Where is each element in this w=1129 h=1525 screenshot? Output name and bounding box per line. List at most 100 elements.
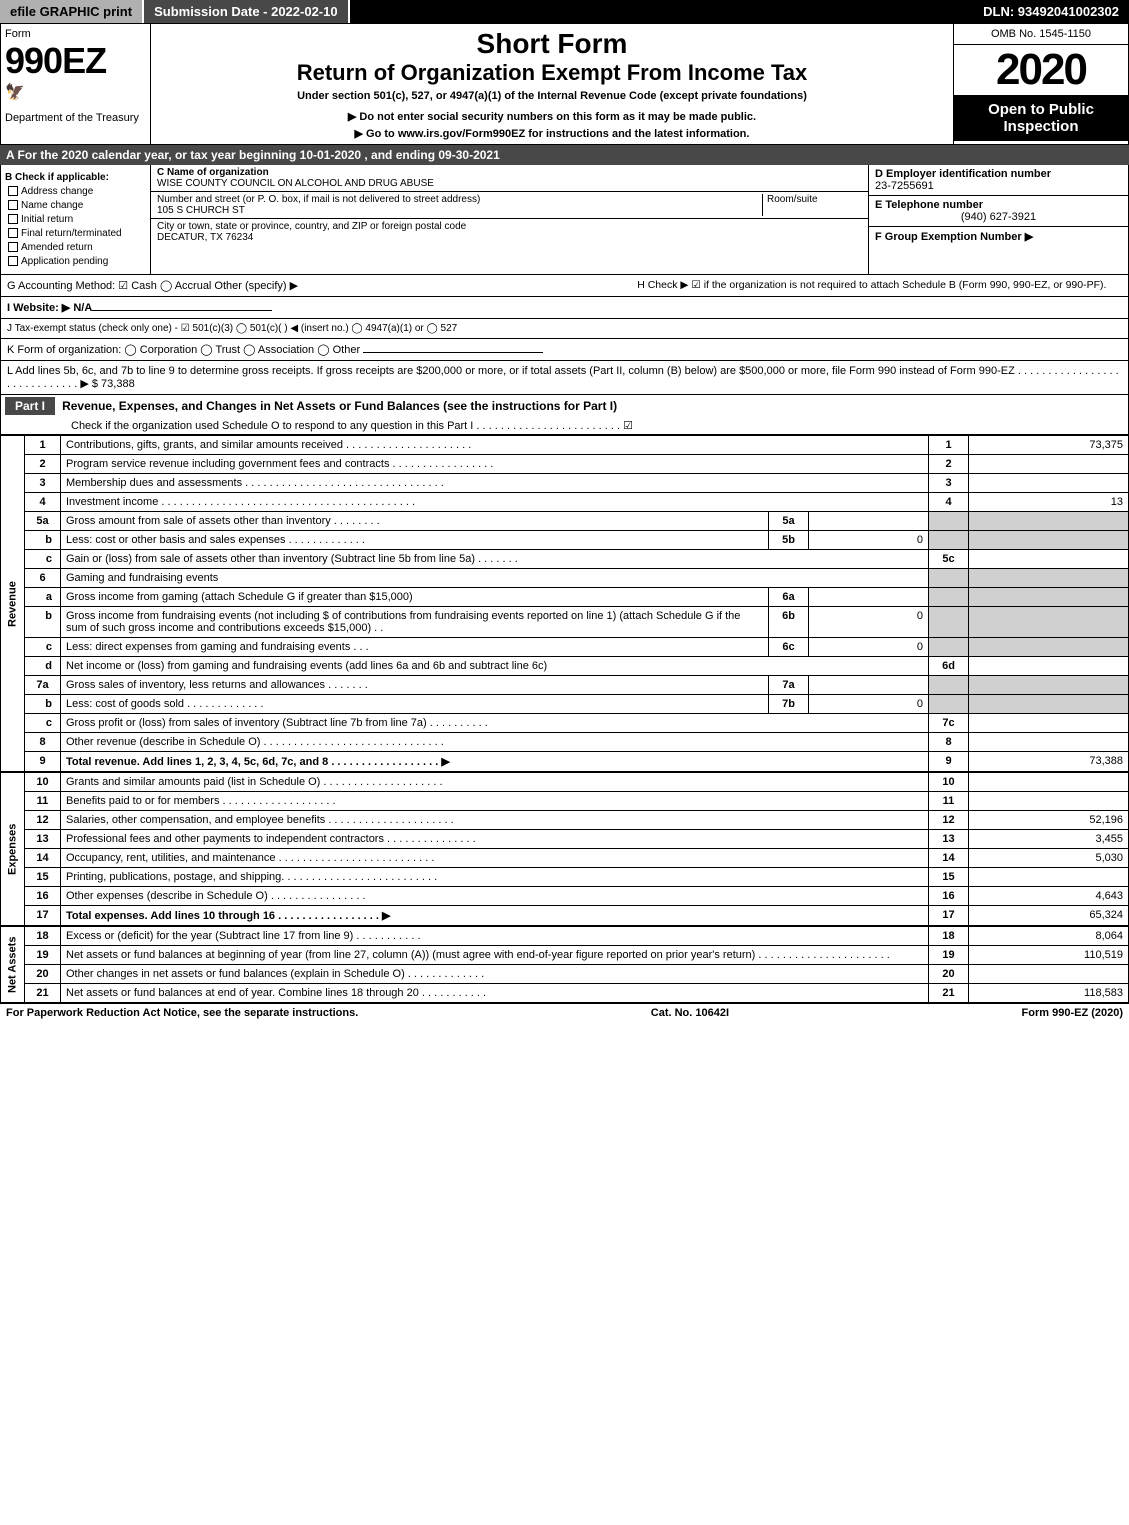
- l6-desc: Gaming and fundraising events: [61, 569, 929, 588]
- l7b-shade-amt: [969, 695, 1129, 714]
- l3-amt: [969, 474, 1129, 493]
- l12-desc: Salaries, other compensation, and employ…: [61, 811, 929, 830]
- dln-label: DLN: 93492041002302: [973, 0, 1129, 23]
- l15-desc: Printing, publications, postage, and shi…: [61, 868, 929, 887]
- l5b-shade-amt: [969, 531, 1129, 550]
- topbar: efile GRAPHIC print Submission Date - 20…: [0, 0, 1129, 23]
- box-b-title: B Check if applicable:: [5, 172, 146, 183]
- l21-amt: 118,583: [969, 984, 1129, 1003]
- l17-num: 17: [25, 906, 61, 926]
- l7a-num: 7a: [25, 676, 61, 695]
- l6b-iamt: 0: [809, 607, 929, 638]
- l6-shade-amt: [969, 569, 1129, 588]
- l6d-box: 6d: [929, 657, 969, 676]
- box-def: D Employer identification number 23-7255…: [868, 165, 1128, 274]
- l6a-desc: Gross income from gaming (attach Schedul…: [61, 588, 769, 607]
- dept-label: Department of the Treasury: [5, 112, 146, 124]
- l4-box: 4: [929, 493, 969, 512]
- check-initial-return[interactable]: Initial return: [5, 214, 146, 225]
- l3-num: 3: [25, 474, 61, 493]
- l18-num: 18: [25, 927, 61, 946]
- box-c: C Name of organization WISE COUNTY COUNC…: [151, 165, 868, 274]
- l5b-ibox: 5b: [769, 531, 809, 550]
- website-value: I Website: ▶ N/A: [7, 302, 92, 314]
- bullet-url: ▶ Go to www.irs.gov/Form990EZ for instru…: [155, 127, 949, 140]
- l12-amt: 52,196: [969, 811, 1129, 830]
- l5a-shade: [929, 512, 969, 531]
- l11-amt: [969, 792, 1129, 811]
- l6c-shade-amt: [969, 638, 1129, 657]
- final-return-label: Final return/terminated: [21, 228, 122, 239]
- l18-desc: Excess or (deficit) for the year (Subtra…: [61, 927, 929, 946]
- l5c-amt: [969, 550, 1129, 569]
- l6b-ibox: 6b: [769, 607, 809, 638]
- l5b-desc: Less: cost or other basis and sales expe…: [61, 531, 769, 550]
- l16-desc: Other expenses (describe in Schedule O) …: [61, 887, 929, 906]
- l12-num: 12: [25, 811, 61, 830]
- check-final-return[interactable]: Final return/terminated: [5, 228, 146, 239]
- bullet-ssn: ▶ Do not enter social security numbers o…: [155, 110, 949, 123]
- l9-desc-text: Total revenue. Add lines 1, 2, 3, 4, 5c,…: [66, 756, 450, 768]
- l15-num: 15: [25, 868, 61, 887]
- l1-num: 1: [25, 436, 61, 455]
- l7b-num: b: [25, 695, 61, 714]
- check-address-change[interactable]: Address change: [5, 186, 146, 197]
- name-change-label: Name change: [21, 200, 83, 211]
- header-center: Short Form Return of Organization Exempt…: [151, 24, 953, 144]
- l14-desc: Occupancy, rent, utilities, and maintena…: [61, 849, 929, 868]
- l8-amt: [969, 733, 1129, 752]
- l3-desc: Membership dues and assessments . . . . …: [61, 474, 929, 493]
- eagle-icon: 🦅: [5, 82, 146, 102]
- l7c-amt: [969, 714, 1129, 733]
- l8-desc: Other revenue (describe in Schedule O) .…: [61, 733, 929, 752]
- l6a-shade-amt: [969, 588, 1129, 607]
- box-b: B Check if applicable: Address change Na…: [1, 165, 151, 274]
- l5b-iamt: 0: [809, 531, 929, 550]
- l13-num: 13: [25, 830, 61, 849]
- l2-amt: [969, 455, 1129, 474]
- l13-amt: 3,455: [969, 830, 1129, 849]
- l20-box: 20: [929, 965, 969, 984]
- l10-box: 10: [929, 773, 969, 792]
- l9-amt: 73,388: [969, 752, 1129, 772]
- line-h: H Check ▶ ☑ if the organization is not r…: [637, 279, 1122, 292]
- l6c-iamt: 0: [809, 638, 929, 657]
- l14-amt: 5,030: [969, 849, 1129, 868]
- line-a-band: A For the 2020 calendar year, or tax yea…: [0, 145, 1129, 165]
- l5c-box: 5c: [929, 550, 969, 569]
- efile-print-button[interactable]: efile GRAPHIC print: [0, 0, 144, 23]
- omb-number: OMB No. 1545-1150: [954, 24, 1128, 45]
- l10-num: 10: [25, 773, 61, 792]
- l6d-num: d: [25, 657, 61, 676]
- header-right: OMB No. 1545-1150 2020 Open to Public In…: [953, 24, 1128, 144]
- l6-num: 6: [25, 569, 61, 588]
- l7c-box: 7c: [929, 714, 969, 733]
- l6a-ibox: 6a: [769, 588, 809, 607]
- telephone-value: (940) 627-3921: [875, 211, 1122, 223]
- l21-num: 21: [25, 984, 61, 1003]
- l7c-desc: Gross profit or (loss) from sales of inv…: [61, 714, 929, 733]
- l6c-ibox: 6c: [769, 638, 809, 657]
- l6d-desc: Net income or (loss) from gaming and fun…: [61, 657, 929, 676]
- line-k-text: K Form of organization: ◯ Corporation ◯ …: [7, 344, 360, 356]
- submission-date-button[interactable]: Submission Date - 2022-02-10: [144, 0, 350, 23]
- l5a-num: 5a: [25, 512, 61, 531]
- l6a-iamt: [809, 588, 929, 607]
- l5b-shade: [929, 531, 969, 550]
- l6d-amt: [969, 657, 1129, 676]
- box-d-label: D Employer identification number: [875, 168, 1051, 180]
- check-application-pending[interactable]: Application pending: [5, 256, 146, 267]
- l13-box: 13: [929, 830, 969, 849]
- l19-num: 19: [25, 946, 61, 965]
- check-amended-return[interactable]: Amended return: [5, 242, 146, 253]
- part1-check-line: Check if the organization used Schedule …: [1, 417, 1128, 434]
- l6b-shade: [929, 607, 969, 638]
- l1-amt: 73,375: [969, 436, 1129, 455]
- entity-block: B Check if applicable: Address change Na…: [0, 165, 1129, 275]
- l19-desc: Net assets or fund balances at beginning…: [61, 946, 929, 965]
- page-footer: For Paperwork Reduction Act Notice, see …: [0, 1003, 1129, 1022]
- check-name-change[interactable]: Name change: [5, 200, 146, 211]
- l4-amt: 13: [969, 493, 1129, 512]
- l6c-desc: Less: direct expenses from gaming and fu…: [61, 638, 769, 657]
- open-public-label: Open to Public Inspection: [954, 95, 1128, 141]
